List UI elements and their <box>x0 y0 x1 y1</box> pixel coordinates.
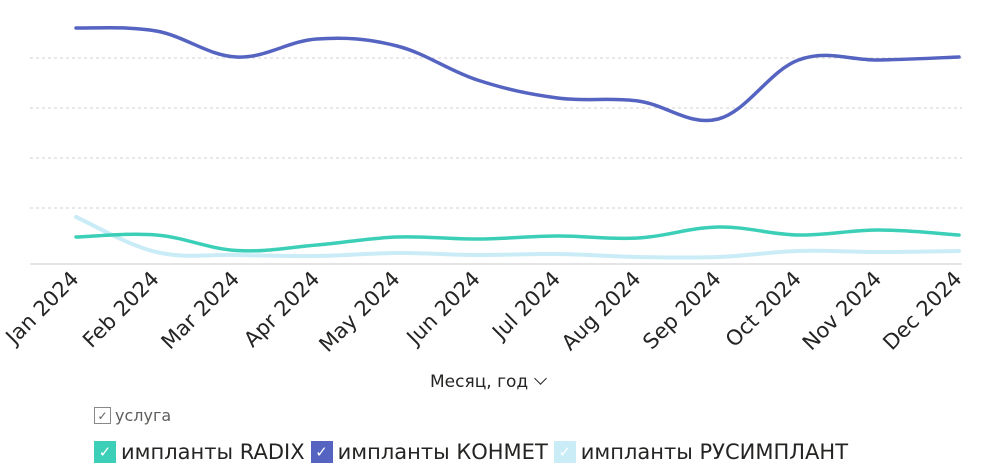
legend-item-3[interactable]: ✓ импланты РУСИМПЛАНТ <box>553 440 849 464</box>
legend-label: импланты RADIX <box>121 440 305 464</box>
x-tick-label: Nov 2024 <box>798 267 886 355</box>
x-tick-label: Apr 2024 <box>239 267 324 352</box>
x-tick-label: Jun 2024 <box>401 267 485 351</box>
x-tick-label: Mar 2024 <box>157 267 245 355</box>
series-line-3[interactable] <box>74 215 961 260</box>
legend: ✓ импланты RADIX ✓ импланты КОНМЕТ ✓ импланты… <box>94 440 854 464</box>
x-tick-label: Jan 2024 <box>0 267 84 351</box>
series-line-2[interactable] <box>74 26 961 123</box>
legend-checkbox-icon[interactable]: ✓ <box>310 441 333 463</box>
x-tick-label: Dec 2024 <box>878 267 966 355</box>
legend-checkbox-icon[interactable]: ✓ <box>94 441 116 463</box>
x-tick-label: Jul 2024 <box>486 267 565 346</box>
series-line-1[interactable] <box>74 225 961 253</box>
x-tick-label: Aug 2024 <box>557 267 645 355</box>
x-tick-label: Oct 2024 <box>721 267 806 352</box>
legend-item-2[interactable]: ✓ импланты КОНМЕТ <box>310 440 548 464</box>
checkbox-icon: ✓ <box>94 407 111 424</box>
x-tick-label: Feb 2024 <box>78 267 164 353</box>
legend-title: ✓ услуга <box>94 406 171 425</box>
x-tick-label: May 2024 <box>314 267 404 357</box>
chevron-down-icon <box>534 372 548 385</box>
legend-label: импланты РУСИМПЛАНТ <box>580 440 849 464</box>
legend-title-text: услуга <box>115 406 172 425</box>
series-lines <box>74 26 961 260</box>
x-tick-label: Sep 2024 <box>638 267 725 354</box>
legend-item-1[interactable]: ✓ импланты RADIX <box>94 440 305 464</box>
legend-checkbox-icon[interactable]: ✓ <box>553 441 576 463</box>
x-axis-title[interactable]: Месяц, год <box>430 372 548 392</box>
legend-label: импланты КОНМЕТ <box>337 440 548 464</box>
x-axis-title-text: Месяц, год <box>430 372 529 392</box>
